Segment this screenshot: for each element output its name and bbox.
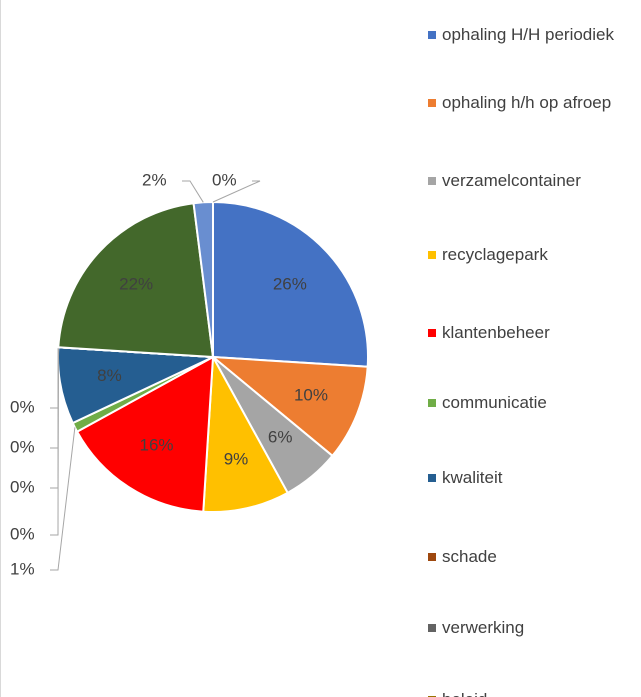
data-label: 0% <box>10 397 35 416</box>
pie-slice <box>209 355 369 458</box>
leader-line <box>212 180 261 203</box>
legend-label: kwaliteit <box>442 468 503 487</box>
leader-line <box>50 347 59 489</box>
leader-line <box>182 180 204 203</box>
legend-item: recyclagepark <box>428 242 641 267</box>
data-label: 26% <box>273 274 307 293</box>
data-label: 8% <box>97 366 122 385</box>
data-label: 6% <box>268 428 293 447</box>
pie-slice <box>212 200 369 368</box>
legend-item: kwaliteit <box>428 465 641 490</box>
legend-swatch <box>428 399 436 407</box>
legend-item: schade <box>428 544 641 569</box>
legend-swatch <box>428 99 436 107</box>
leader-line <box>50 347 59 536</box>
data-label: 0% <box>10 524 35 543</box>
legend-swatch <box>428 474 436 482</box>
legend-item: verwerking <box>428 615 641 640</box>
pie-slice <box>202 353 290 513</box>
legend-item: verzamelcontainer <box>428 168 641 193</box>
legend-label: beleid <box>442 690 487 697</box>
leader-line <box>50 347 59 449</box>
legend-swatch <box>428 31 436 39</box>
data-label: 0% <box>212 170 237 189</box>
legend-item: beleid <box>428 687 641 697</box>
data-label: 0% <box>10 437 35 456</box>
legend-label: communicatie <box>442 393 547 412</box>
legend-label: schade <box>442 547 497 566</box>
legend-label: ophaling H/H periodiek <box>442 25 614 44</box>
legend-swatch <box>428 624 436 632</box>
legend-label: verzamelcontainer <box>442 171 581 190</box>
data-label: 9% <box>224 449 249 468</box>
data-label: 16% <box>140 435 174 454</box>
legend-item: communicatie <box>428 390 641 415</box>
legend-label: ophaling h/h op afroep <box>442 93 612 112</box>
legend-swatch <box>428 251 436 259</box>
legend-item: ophaling H/H periodiek <box>428 22 641 47</box>
pie-slice <box>75 355 215 513</box>
legend-item: klantenbeheer <box>428 320 641 345</box>
leader-line <box>50 347 59 409</box>
legend-label: klantenbeheer <box>442 323 550 342</box>
data-label: 1% <box>10 559 35 578</box>
legend-swatch <box>428 177 436 185</box>
legend-label: recyclagepark <box>442 245 548 264</box>
data-label: 10% <box>294 385 328 404</box>
pie-slice <box>57 202 215 359</box>
data-label: 2% <box>142 170 167 189</box>
legend-swatch <box>428 329 436 337</box>
data-label: 22% <box>119 274 153 293</box>
leader-line <box>50 427 76 571</box>
legend-item: ophaling h/h op afroep <box>428 90 641 115</box>
legend-swatch <box>428 553 436 561</box>
legend-label: verwerking <box>442 618 525 637</box>
data-label: 0% <box>10 477 35 496</box>
